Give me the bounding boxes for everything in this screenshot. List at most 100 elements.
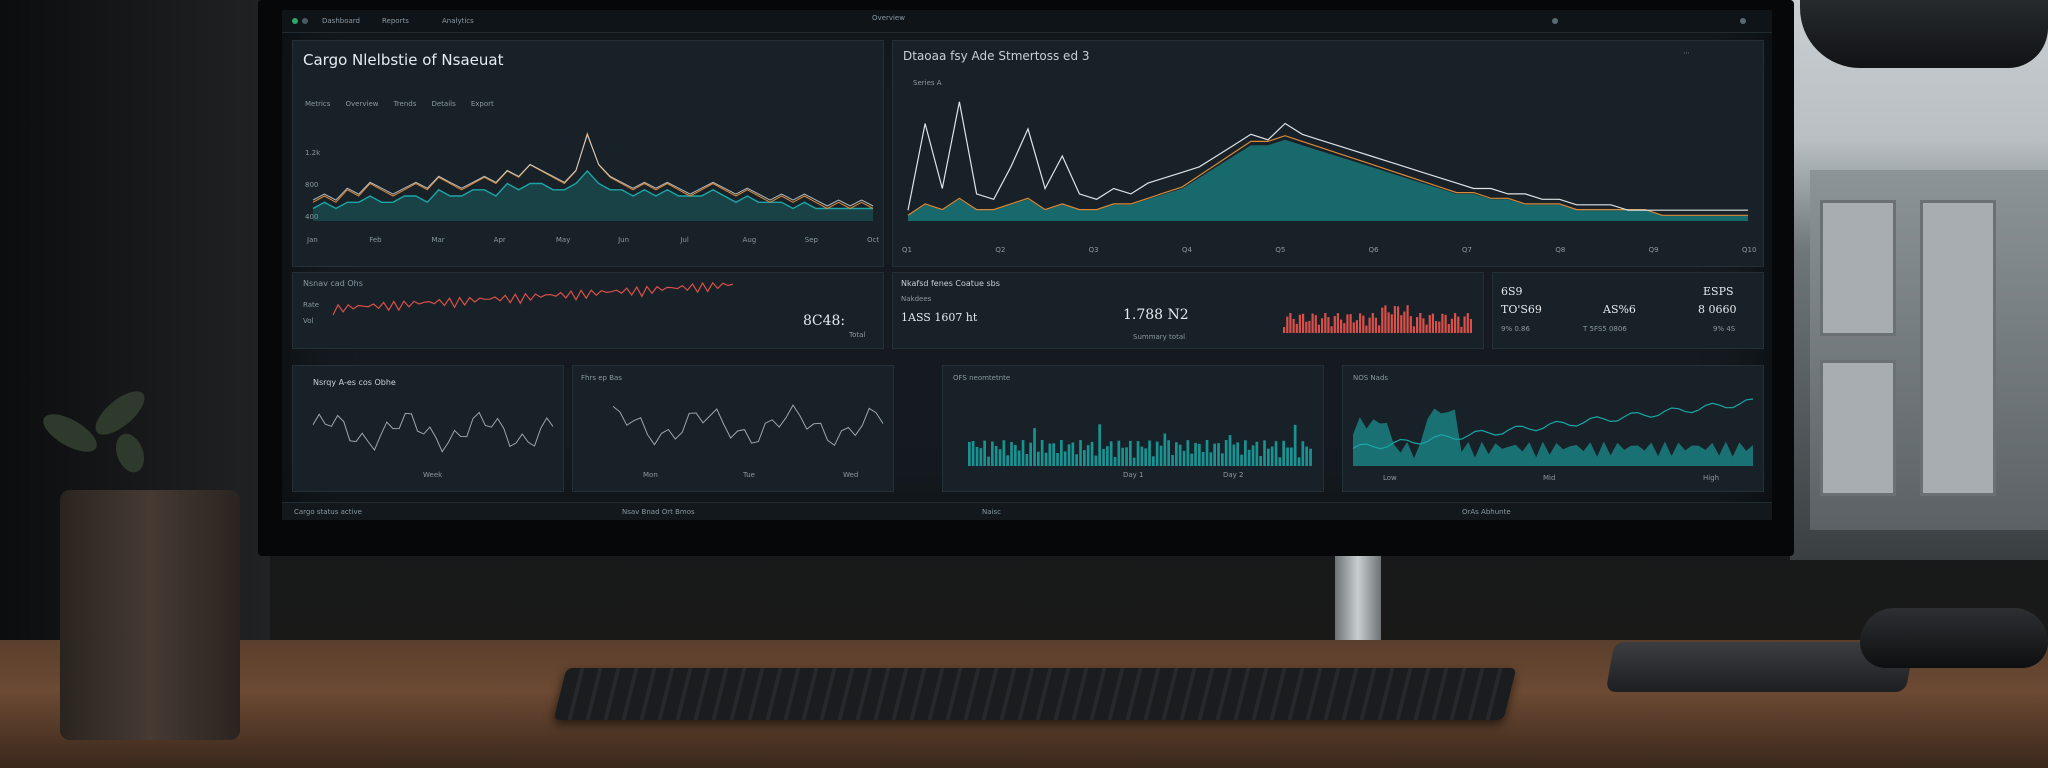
bar <box>1469 319 1472 333</box>
bar <box>1121 447 1124 466</box>
nav-item-2[interactable]: Analytics <box>442 17 474 25</box>
status-left: Cargo status active <box>294 508 362 516</box>
bottom-panel-2: Fhrs ep Bas Mon Tue Wed <box>572 365 894 492</box>
bar <box>983 440 986 466</box>
bar <box>1346 314 1349 333</box>
bar <box>1435 321 1438 333</box>
bar <box>1290 447 1293 466</box>
bottom-panel-3: OFS neomtetnte Day 1 Day 2 <box>942 365 1324 492</box>
kpi-value: 8C48: <box>803 313 846 329</box>
status-far: OrAs Abhunte <box>1462 508 1511 516</box>
settings-icon[interactable] <box>1552 18 1558 24</box>
x-tick-label: Q6 <box>1368 246 1379 254</box>
bar <box>1412 326 1415 333</box>
bar <box>1283 327 1286 333</box>
nav-item-0[interactable]: Dashboard <box>322 17 360 25</box>
bar <box>1305 446 1308 466</box>
panel-title: Cargo Nlelbstie of Nsaeuat <box>303 51 504 69</box>
bar <box>1282 440 1285 466</box>
mini-line-chart <box>312 411 554 453</box>
bar <box>991 441 994 466</box>
x-tick-label: Q4 <box>1182 246 1192 254</box>
bar <box>1298 314 1301 333</box>
panel-title: OFS neomtetnte <box>953 374 1011 382</box>
kpi-value: TO'S69 <box>1501 303 1542 316</box>
bar <box>1224 440 1228 466</box>
bar <box>1466 313 1469 333</box>
bar <box>1021 440 1025 466</box>
tab-2[interactable]: Trends <box>393 100 417 108</box>
panel-footer: Summary total <box>1133 333 1186 341</box>
kpi-label: T 5FS5 0806 <box>1583 325 1627 333</box>
bar <box>1311 313 1314 333</box>
bar <box>1052 443 1055 466</box>
series-area <box>313 171 873 221</box>
bar <box>1201 452 1205 466</box>
bar <box>1140 446 1144 466</box>
tab-0[interactable]: Metrics <box>305 100 331 108</box>
bar <box>1460 326 1463 333</box>
bar <box>1419 313 1422 333</box>
bottom-panel-4: NOS Nads Low Mid High <box>1342 365 1764 492</box>
bar <box>1422 318 1425 333</box>
bar <box>1278 457 1282 466</box>
bar <box>1397 306 1400 333</box>
series-line-teal <box>312 169 873 210</box>
bar <box>1289 313 1292 333</box>
left-chart-panel: Cargo Nlelbstie of Nsaeuat Metrics Overv… <box>292 40 884 267</box>
bar <box>1163 433 1167 466</box>
bar <box>1182 450 1186 466</box>
bar <box>1263 440 1266 466</box>
bar <box>1236 442 1239 466</box>
bar <box>971 441 975 466</box>
bar <box>1152 456 1155 466</box>
x-tick-label: Aug <box>742 236 757 244</box>
close-icon[interactable] <box>1740 18 1746 24</box>
nav-item-1[interactable]: Reports <box>382 17 409 25</box>
bar <box>1330 326 1333 333</box>
tab-3[interactable]: Details <box>431 100 456 108</box>
tab-1[interactable]: Overview <box>345 100 379 108</box>
bar <box>1349 314 1352 333</box>
bar <box>987 456 990 466</box>
chart-tabs: Metrics Overview Trends Details Export <box>305 91 504 110</box>
red-line-chart <box>332 281 734 316</box>
bar <box>1190 453 1193 466</box>
dashboard-screen: Dashboard Reports Analytics Overview Car… <box>282 10 1772 520</box>
panel-title: NOS Nads <box>1353 374 1389 382</box>
bar <box>1297 457 1301 466</box>
bar <box>1113 457 1117 466</box>
tab-4[interactable]: Export <box>470 100 494 108</box>
y-tick: 1.2k <box>305 149 321 157</box>
series-line-white <box>907 101 1748 211</box>
bar <box>1010 442 1013 466</box>
bar <box>1324 313 1327 333</box>
bar <box>1365 325 1368 333</box>
bar <box>1232 444 1236 466</box>
bar <box>1457 316 1460 333</box>
x-label: Day 1 <box>1123 471 1144 479</box>
bar <box>1029 442 1032 466</box>
x-axis-labels: Q1 Q2 Q3 Q4 Q5 Q6 Q7 Q8 Q9 Q10 <box>902 246 1756 258</box>
x-tick-label: Feb <box>369 236 382 244</box>
bar <box>1056 453 1059 466</box>
bar <box>1094 455 1098 466</box>
bar <box>1333 316 1336 333</box>
panel-menu-icon[interactable]: ⋯ <box>1683 49 1690 57</box>
panel-subtitle: Nakdees <box>901 295 932 303</box>
x-tick-label: Sep <box>804 236 818 244</box>
bar <box>1071 442 1075 466</box>
bar <box>1317 324 1320 333</box>
bar <box>1309 448 1312 466</box>
bar <box>1247 449 1251 466</box>
bar <box>1368 317 1371 333</box>
bar <box>1155 441 1159 466</box>
kpi-value: AS%6 <box>1603 303 1636 316</box>
window-pane <box>1920 200 1996 496</box>
x-tick-label: Q7 <box>1462 246 1472 254</box>
x-tick-label: Jul <box>680 236 689 244</box>
bar <box>1117 440 1121 466</box>
status-right: Naisc <box>982 508 1001 516</box>
x-tick-label: Q8 <box>1555 246 1566 254</box>
mouse <box>1860 608 2048 668</box>
